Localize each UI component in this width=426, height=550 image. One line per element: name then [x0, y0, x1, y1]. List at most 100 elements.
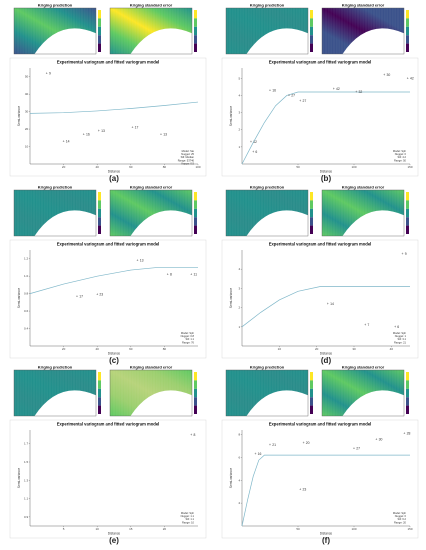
map-pred-surface: [226, 190, 308, 236]
model-info-line: Sill: 4.2: [397, 155, 406, 159]
data-point: +: [353, 446, 355, 450]
y-tick-label: 1.1: [24, 497, 29, 501]
data-point: +: [167, 273, 169, 277]
variogram-frame: [9, 239, 207, 359]
data-point: +: [355, 90, 357, 94]
data-point-label: 7: [367, 323, 369, 327]
y-tick-label: 1.2: [24, 257, 29, 261]
x-tick-label: 150: [407, 165, 412, 169]
data-point-label: 11: [193, 273, 197, 277]
data-point-label: 8: [193, 433, 195, 437]
x-tick-label: 40: [390, 347, 394, 351]
model-info-line: Range: 20: [394, 520, 407, 524]
y-axis-label: Semi-variance: [17, 106, 21, 127]
y-tick-label: 1.0: [24, 274, 29, 278]
y-axis-label: Semi-variance: [229, 468, 233, 489]
x-tick-label: 30: [352, 347, 356, 351]
data-point-label: 17: [135, 126, 139, 130]
data-point: +: [327, 302, 329, 306]
chart-title: Experimental variogram and fitted variog…: [269, 422, 372, 427]
panel-e-caption: (e): [109, 536, 119, 545]
data-point: +: [160, 133, 162, 137]
y-tick-label: 0.6: [24, 309, 29, 313]
x-tick-label: 20: [315, 347, 319, 351]
y-axis-label: Semi-variance: [229, 106, 233, 127]
panel-d: Kriging prediction Kriging standard error…: [220, 184, 420, 365]
x-tick-label: 60: [129, 347, 133, 351]
x-tick-label: 100: [351, 527, 356, 531]
y-tick-label: 2: [239, 501, 241, 505]
model-info-line: Model: Sph: [393, 511, 407, 515]
chart-title: Experimental variogram and fitted variog…: [269, 60, 372, 65]
data-point: +: [190, 273, 192, 277]
data-point-label: 23: [99, 293, 103, 297]
model-info-line: Nugget: 0: [395, 152, 407, 156]
map-se-surface: [110, 8, 192, 54]
data-point-label: 30: [386, 73, 390, 77]
map-se-title: Kriging standard error: [342, 3, 385, 8]
x-tick-label: 10: [278, 347, 282, 351]
model-info-line: Model: Sph: [393, 331, 407, 335]
variogram-frame: [9, 419, 207, 539]
panel-a: Kriging prediction Kriging standard error…: [8, 2, 208, 183]
map-pred-colorbar: [310, 372, 313, 414]
map-pred-colorbar: [310, 192, 313, 234]
panel-a-figure: Kriging prediction Kriging standard error…: [9, 3, 207, 177]
data-point-label: 28: [407, 432, 411, 436]
x-tick-label: 20: [163, 527, 167, 531]
map-pred-title: Kriging prediction: [250, 365, 285, 370]
map-pred-surface: [226, 8, 308, 54]
map-pred: Kriging prediction: [225, 185, 313, 237]
data-point-label: 14: [66, 140, 70, 144]
y-tick-label: 1: [239, 145, 241, 149]
map-pred-surface: [14, 190, 96, 236]
data-point: +: [303, 441, 305, 445]
model-info-line: Sill: 1.1: [185, 517, 194, 521]
data-point-label: 13: [101, 129, 105, 133]
x-tick-label: 20: [62, 165, 66, 169]
data-point-label: 27: [302, 99, 306, 103]
data-point: +: [299, 99, 301, 103]
panel-a-caption: (a): [109, 174, 119, 183]
x-tick-label: 5: [63, 527, 65, 531]
panel-f-caption: (f): [322, 536, 330, 545]
data-point-label: 8: [170, 273, 172, 277]
map-pred-colorbar: [98, 10, 101, 52]
panel-d-figure: Kriging prediction Kriging standard error…: [221, 185, 419, 359]
model-info-line: Range: 10: [182, 520, 195, 524]
map-pred-title: Kriging prediction: [38, 3, 73, 8]
x-axis-label: Distance: [108, 352, 121, 356]
model-info-line: Range: 50: [394, 158, 407, 162]
data-point-label: 16: [86, 133, 90, 137]
data-point-label: 23: [302, 488, 306, 492]
data-point: +: [394, 325, 396, 329]
map-se: Kriging standard error: [321, 365, 409, 417]
y-tick-label: 0.9: [24, 515, 29, 519]
model-info-line: Sill: 1.1: [185, 337, 194, 341]
data-point-label: 6: [255, 150, 257, 154]
y-tick-label: 6: [239, 455, 241, 459]
map-pred: Kriging prediction: [13, 185, 101, 237]
data-point-label: 42: [336, 87, 340, 91]
y-tick-label: 20: [25, 127, 29, 131]
y-tick-label: 0.4: [24, 327, 29, 331]
y-tick-label: 3: [239, 111, 241, 115]
model-info-line: Nugget: 25: [181, 152, 194, 156]
model-info-line: Sill: Median: [181, 155, 195, 159]
variogram-a: Experimental variogram and fitted variog…: [9, 57, 207, 177]
data-point: +: [375, 437, 377, 441]
data-point-label: 9: [405, 252, 407, 256]
map-pred-colorbar: [98, 192, 101, 234]
y-tick-label: 4: [239, 93, 241, 97]
model-info-line: Range: 76: [182, 340, 195, 344]
map-se: Kriging standard error: [109, 3, 197, 55]
y-tick-label: 4: [239, 478, 241, 482]
y-tick-label: 10: [25, 145, 29, 149]
map-pred-colorbar: [98, 372, 101, 414]
model-info-line: Model: Sph: [181, 331, 195, 335]
panel-d-caption: (d): [320, 356, 332, 365]
model-info-line: Kappa: 0.5: [181, 161, 194, 165]
data-point-label: 14: [330, 302, 334, 306]
